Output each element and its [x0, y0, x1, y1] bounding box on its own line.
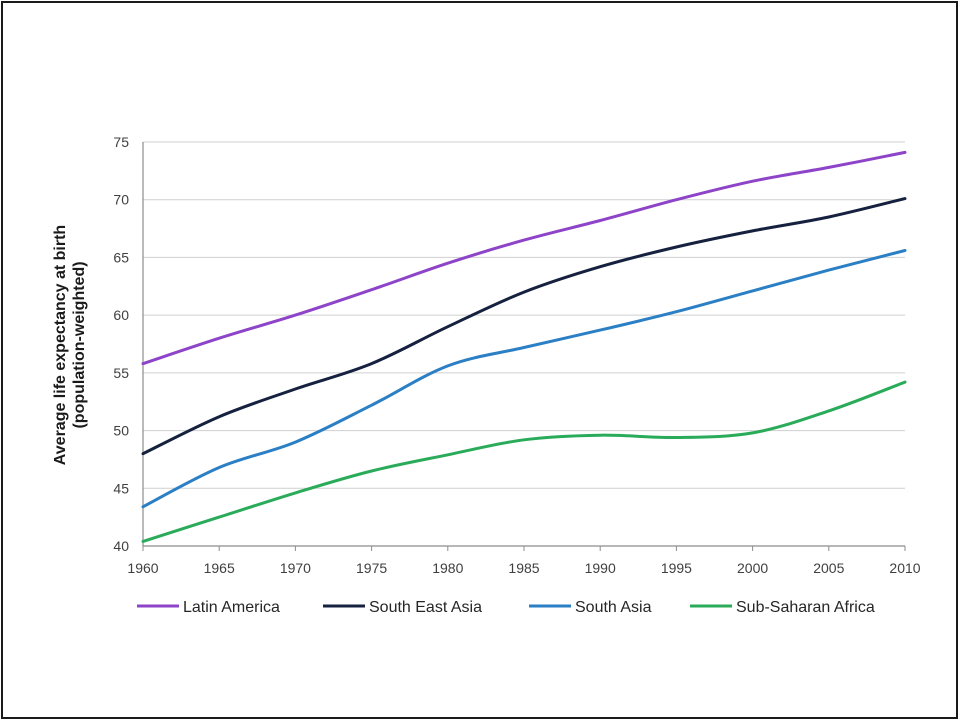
y-tick-label: 55: [113, 365, 129, 381]
x-tick-label: 2000: [737, 560, 768, 576]
legend-item-latin-america: Latin America: [137, 599, 280, 616]
y-tick-label: 60: [113, 307, 129, 323]
legend-label: South Asia: [575, 599, 652, 616]
legend-label: South East Asia: [369, 599, 482, 616]
legend-item-sub-saharan-africa: Sub-Saharan Africa: [690, 599, 875, 616]
y-tick-label: 75: [113, 134, 129, 150]
legend-label: Sub-Saharan Africa: [736, 599, 875, 616]
y-tick-label: 45: [113, 480, 129, 496]
legend-label: Latin America: [183, 599, 280, 616]
y-tick-labels: 40 45 50 55 60 65 70 75: [113, 134, 129, 554]
series-line-sub-saharan-africa: [143, 382, 905, 541]
x-tick-label: 2010: [889, 560, 920, 576]
legend-item-south-asia: South Asia: [529, 599, 652, 616]
legend: Latin America South East Asia South Asia Su…: [137, 599, 875, 616]
y-tick-label: 40: [113, 538, 129, 554]
x-tick-label: 1985: [508, 560, 539, 576]
y-tick-label: 70: [113, 192, 129, 208]
x-tick-label: 1960: [127, 560, 158, 576]
x-tick-label: 1980: [432, 560, 463, 576]
legend-item-south-east-asia: South East Asia: [323, 599, 482, 616]
y-axis-title-line2: (population-weighted): [71, 261, 88, 428]
y-tick-label: 50: [113, 423, 129, 439]
y-tick-label: 65: [113, 249, 129, 265]
x-tick-label: 1995: [661, 560, 692, 576]
series-lines: [143, 152, 905, 541]
x-tick-label: 1970: [280, 560, 311, 576]
x-tick-labels: 1960 1965 1970 1975 1980 1985 1990 1995 2000 2005…: [127, 560, 920, 576]
series-line-south-asia: [143, 251, 905, 507]
gridlines: [143, 142, 905, 488]
x-tick-label: 2005: [813, 560, 844, 576]
x-tick-label: 1975: [356, 560, 387, 576]
series-line-latin-america: [143, 152, 905, 363]
x-tick-label: 1990: [585, 560, 616, 576]
x-tick-label: 1965: [204, 560, 235, 576]
y-axis-title-line1: Average life expectancy at birth: [52, 225, 69, 465]
